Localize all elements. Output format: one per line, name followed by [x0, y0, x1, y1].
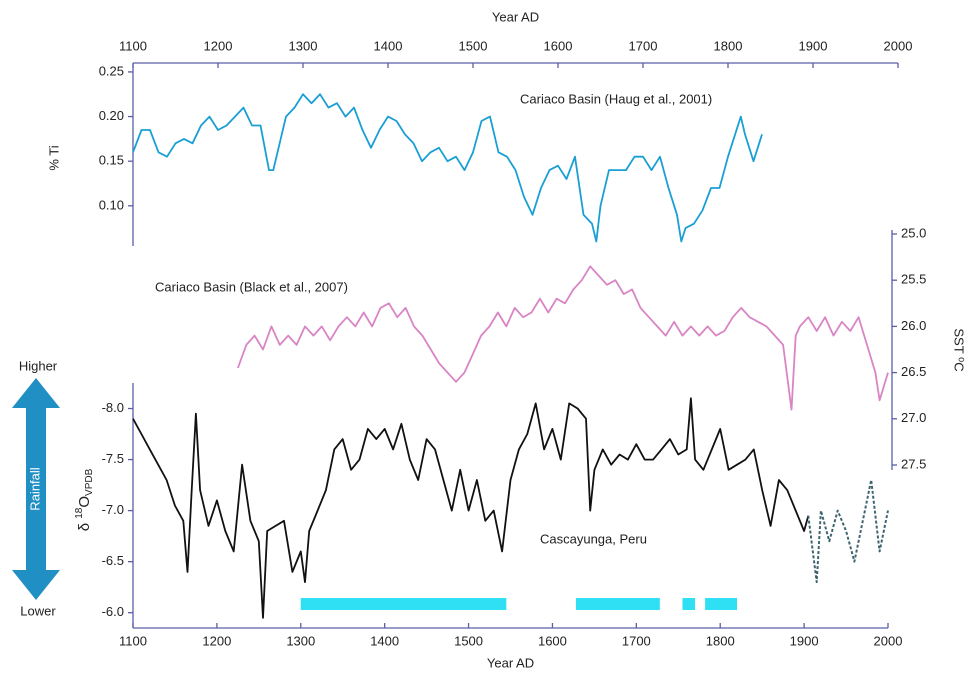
interval-bar — [705, 598, 737, 610]
x-tick-label: 1500 — [454, 633, 483, 648]
x-tick-label: 1600 — [538, 633, 567, 648]
x-tick-label: 1800 — [706, 633, 735, 648]
x-tick-label: 1200 — [204, 38, 233, 53]
x-tick-label: 1100 — [119, 633, 147, 648]
y-tick-label: 25.5 — [901, 272, 926, 287]
y-tick-label: -7.5 — [102, 451, 124, 466]
y-axis-label: SST ⁰C — [952, 328, 967, 371]
y-axis-label-part: O — [76, 496, 93, 508]
x-tick-label: 1400 — [370, 633, 399, 648]
rainfall-arrow — [12, 378, 60, 600]
x-tick-label: 1600 — [544, 38, 573, 53]
y-tick-label: 0.10 — [99, 197, 124, 212]
y-axis-label-part: 18 — [74, 507, 85, 519]
rainfall-label: Rainfall — [27, 467, 42, 510]
y-tick-label: 0.15 — [99, 153, 124, 168]
x-tick-label: 1300 — [286, 633, 315, 648]
series-annotation: Cascayunga, Peru — [540, 531, 647, 546]
x-tick-label: 1500 — [459, 38, 488, 53]
series-line — [237, 265, 889, 411]
series-annotation: Cariaco Basin (Black et al., 2007) — [155, 279, 348, 294]
y-tick-label: -6.0 — [102, 604, 124, 619]
x-axis-label: Year AD — [487, 655, 534, 670]
x-tick-label: 1700 — [629, 38, 658, 53]
x-tick-label: 1900 — [799, 38, 828, 53]
y-tick-label: 25.0 — [901, 225, 926, 240]
y-axis-label-part: VPDB — [84, 468, 95, 496]
x-tick-label: 1700 — [622, 633, 651, 648]
series-line — [807, 479, 889, 584]
x-tick-label: 2000 — [884, 38, 913, 53]
interval-bar — [575, 598, 660, 610]
x-tick-label: 1200 — [202, 633, 231, 648]
x-tick-label: 1400 — [374, 38, 403, 53]
series-annotation: Cariaco Basin (Haug et al., 2001) — [520, 91, 712, 106]
y-tick-label: -7.0 — [102, 502, 124, 517]
x-tick-label: 1900 — [790, 633, 819, 648]
y-tick-label: 0.25 — [99, 63, 124, 78]
x-tick-label: 2000 — [874, 633, 903, 648]
rainfall-higher: Higher — [19, 358, 58, 373]
y-tick-label: 26.5 — [901, 364, 926, 379]
y-tick-label: 27.5 — [901, 456, 926, 471]
x-axis-label: Year AD — [492, 9, 539, 24]
y-tick-label: 27.0 — [901, 410, 926, 425]
interval-bar — [682, 598, 696, 610]
y-tick-label: 26.0 — [901, 318, 926, 333]
rainfall-lower: Lower — [20, 603, 56, 618]
x-tick-label: 1800 — [714, 38, 743, 53]
y-axis-label: % Ti — [46, 145, 61, 170]
x-tick-label: 1100 — [119, 38, 147, 53]
x-tick-label: 1300 — [289, 38, 318, 53]
y-axis-label: δ 18OVPDB — [74, 468, 95, 531]
y-axis-label-part: δ — [76, 519, 93, 532]
interval-bar — [300, 598, 507, 610]
y-tick-label: -6.5 — [102, 553, 124, 568]
series-line — [132, 93, 763, 243]
series-line — [132, 397, 810, 619]
y-tick-label: -8.0 — [102, 400, 124, 415]
y-tick-label: 0.20 — [99, 108, 124, 123]
